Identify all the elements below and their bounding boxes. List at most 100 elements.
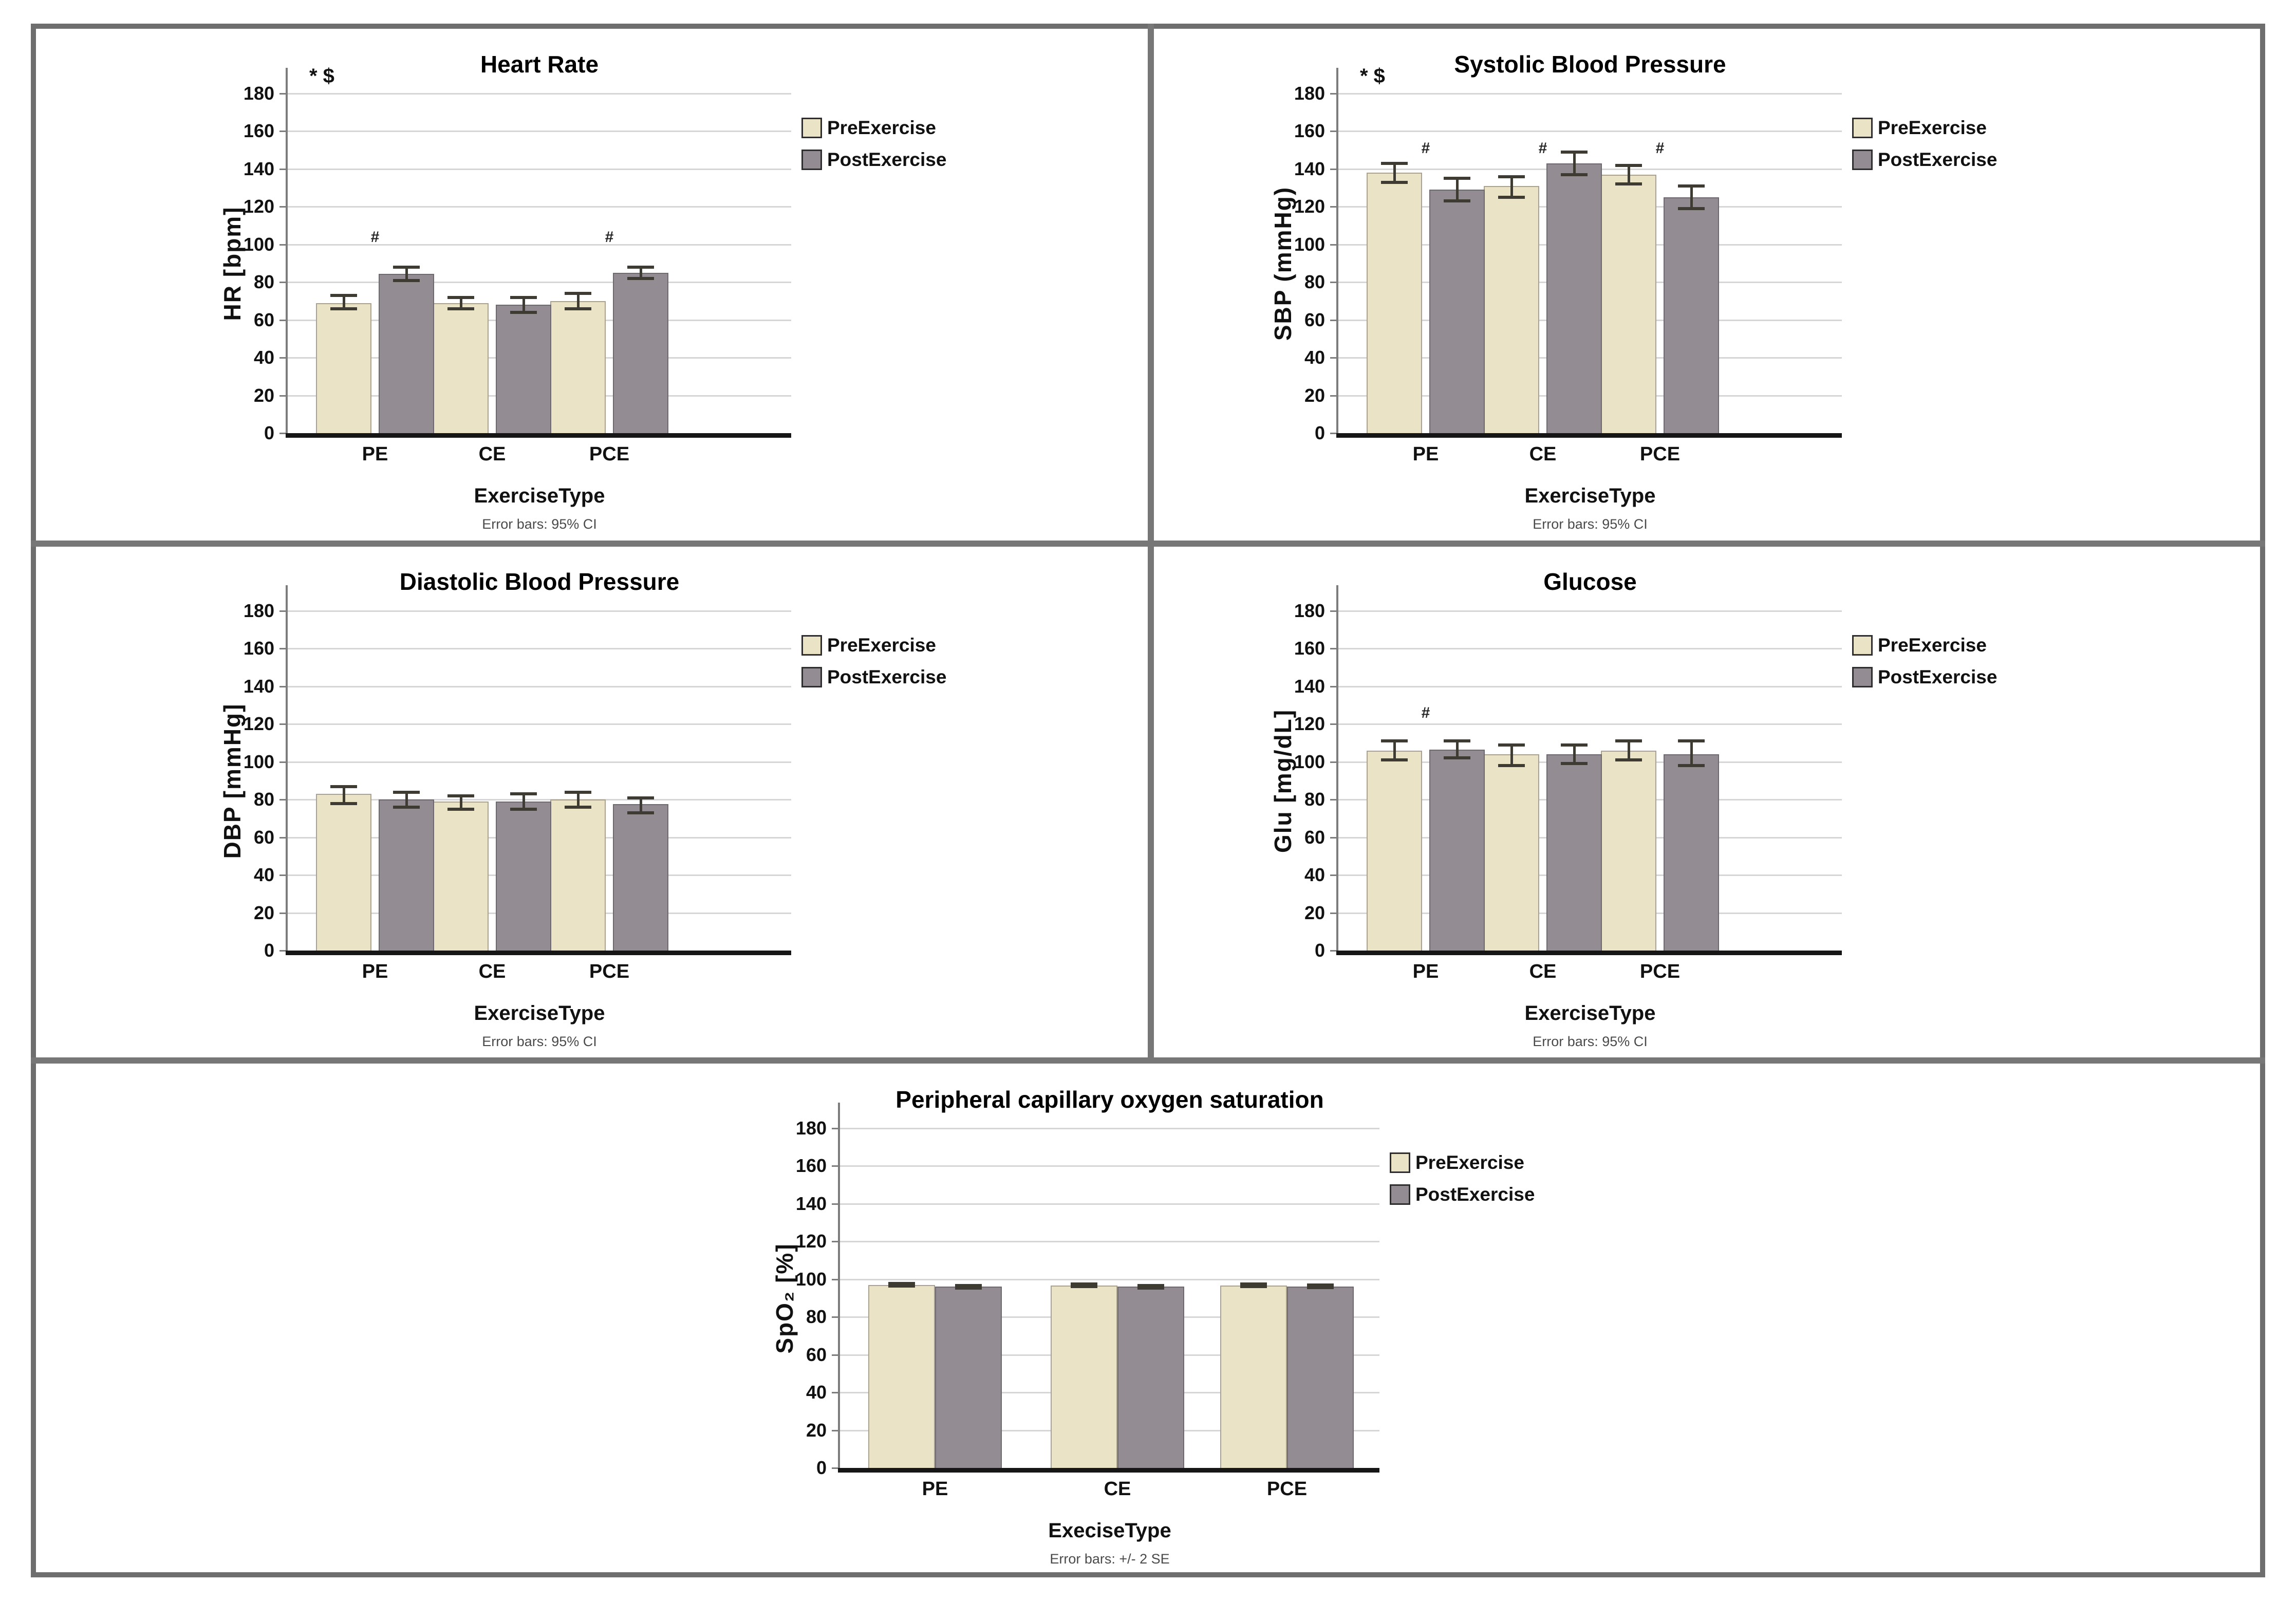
y-tick-mark — [279, 648, 286, 650]
panel-diastolic-bp — [0, 10, 5, 15]
gridline-160 — [288, 648, 791, 650]
error-bar-cap-top — [1678, 739, 1705, 743]
y-tick-mark — [1330, 799, 1336, 801]
significance-marker-systolic-bp-pe: # — [1421, 140, 1430, 157]
bar-postexercise-pe — [1429, 190, 1485, 433]
y-tick-label-80: 80 — [253, 789, 274, 810]
legend-swatch-postexercise — [1852, 667, 1873, 687]
y-tick-label-120: 120 — [1294, 713, 1325, 735]
error-bar-cap-top — [1381, 161, 1408, 165]
y-tick-label-0: 0 — [1314, 940, 1325, 961]
error-bar-cap-top — [888, 1282, 915, 1286]
x-tick-label-pce: PCE — [589, 443, 630, 465]
bar-postexercise-pce — [1664, 197, 1719, 433]
y-axis-label-glucose: Glu [mg/dL] — [1270, 709, 1296, 853]
y-tick-label-140: 140 — [1294, 675, 1325, 697]
legend-item-preexercise: PreExercise — [1852, 635, 1987, 656]
x-axis-label-diastolic-bp: ExerciseType — [474, 1002, 605, 1025]
y-tick-mark — [279, 395, 286, 397]
y-tick-label-60: 60 — [806, 1344, 827, 1365]
x-axis-line — [1336, 433, 1842, 438]
error-bar-cap-top — [627, 796, 654, 799]
gridline-160 — [1338, 131, 1842, 133]
error-bar-cap-top — [565, 292, 591, 295]
bar-preexercise-pce — [1601, 174, 1656, 433]
y-tick-mark — [279, 93, 286, 95]
y-tick-mark — [832, 1241, 838, 1243]
x-axis-label-heart-rate: ExerciseType — [474, 485, 605, 507]
y-tick-mark — [832, 1392, 838, 1394]
error-bar-cap-top — [1498, 175, 1525, 178]
error-bar-postexercise-pe — [405, 267, 408, 281]
x-tick-label-pe: PE — [362, 961, 388, 982]
y-tick-mark — [832, 1467, 838, 1469]
error-bar-cap-bottom — [1615, 182, 1642, 186]
y-tick-mark — [1330, 206, 1336, 208]
y-tick-label-80: 80 — [1304, 789, 1325, 810]
bar-postexercise-pce — [1664, 754, 1719, 951]
panel-systolic-bp — [0, 5, 5, 10]
annotation-star-dollar-systolic-bp: * $ — [1360, 65, 1385, 87]
error-bar-postexercise-ce — [1573, 152, 1576, 175]
error-bars-footnote-diastolic-bp: Error bars: 95% CI — [482, 1034, 597, 1049]
error-bars-footnote-heart-rate: Error bars: 95% CI — [482, 516, 597, 532]
chart-title-heart-rate: Heart Rate — [480, 51, 599, 78]
error-bar-cap-top — [1444, 177, 1470, 180]
y-tick-label-140: 140 — [795, 1193, 827, 1214]
error-bar-cap-bottom — [565, 307, 591, 310]
error-bar-cap-bottom — [447, 307, 474, 310]
y-tick-mark — [279, 874, 286, 877]
y-tick-label-20: 20 — [806, 1419, 827, 1441]
gridline-100 — [840, 1278, 1379, 1280]
panel-glucose — [0, 15, 5, 21]
error-bar-cap-bottom — [627, 811, 654, 814]
legend-item-preexercise: PreExercise — [801, 635, 936, 656]
y-tick-label-120: 120 — [243, 196, 274, 217]
significance-marker-systolic-bp-ce: # — [1538, 140, 1547, 157]
error-bar-cap-top — [393, 265, 420, 269]
bar-postexercise-pce — [613, 272, 668, 433]
y-tick-label-100: 100 — [243, 233, 274, 255]
error-bar-cap-top — [1615, 739, 1642, 743]
bar-preexercise-ce — [1051, 1285, 1117, 1468]
error-bar-cap-bottom — [565, 805, 591, 809]
y-tick-mark — [279, 950, 286, 952]
y-tick-mark — [279, 836, 286, 839]
bar-postexercise-pe — [379, 273, 434, 433]
y-tick-mark — [832, 1203, 838, 1205]
bar-postexercise-ce — [496, 305, 551, 433]
y-tick-label-40: 40 — [1304, 347, 1325, 368]
error-bar-cap-top — [627, 265, 654, 269]
error-bar-cap-bottom — [1561, 173, 1588, 176]
y-tick-mark — [279, 282, 286, 284]
gridline-180 — [288, 93, 791, 95]
y-tick-mark — [279, 433, 286, 434]
y-axis-label-diastolic-bp: DBP [mmHg] — [219, 703, 246, 859]
chart-title-diastolic-bp: Diastolic Blood Pressure — [399, 568, 680, 595]
error-bar-cap-top — [1444, 739, 1470, 743]
y-tick-label-180: 180 — [243, 600, 274, 621]
error-bar-cap-bottom — [627, 276, 654, 280]
legend-label-preexercise: PreExercise — [1878, 635, 1987, 656]
error-bar-cap-bottom — [393, 278, 420, 282]
y-tick-mark — [832, 1278, 838, 1280]
bar-preexercise-ce — [433, 303, 489, 433]
legend-label-preexercise: PreExercise — [827, 117, 936, 138]
gridline-180 — [288, 610, 791, 612]
y-tick-mark — [832, 1316, 838, 1318]
error-bar-cap-bottom — [393, 805, 420, 809]
y-axis-line — [838, 1103, 840, 1473]
y-tick-label-160: 160 — [1294, 120, 1325, 142]
y-tick-mark — [1330, 648, 1336, 650]
bar-postexercise-pce — [1287, 1286, 1354, 1468]
gridline-140 — [1338, 685, 1842, 687]
legend-swatch-preexercise — [1852, 118, 1873, 138]
bar-preexercise-pe — [316, 303, 371, 433]
bar-preexercise-pe — [316, 794, 371, 951]
gridline-80 — [288, 799, 791, 801]
y-tick-mark — [279, 723, 286, 725]
y-tick-mark — [1330, 131, 1336, 133]
error-bar-cap-top — [1678, 184, 1705, 188]
y-tick-label-20: 20 — [1304, 902, 1325, 923]
y-tick-mark — [1330, 610, 1336, 612]
